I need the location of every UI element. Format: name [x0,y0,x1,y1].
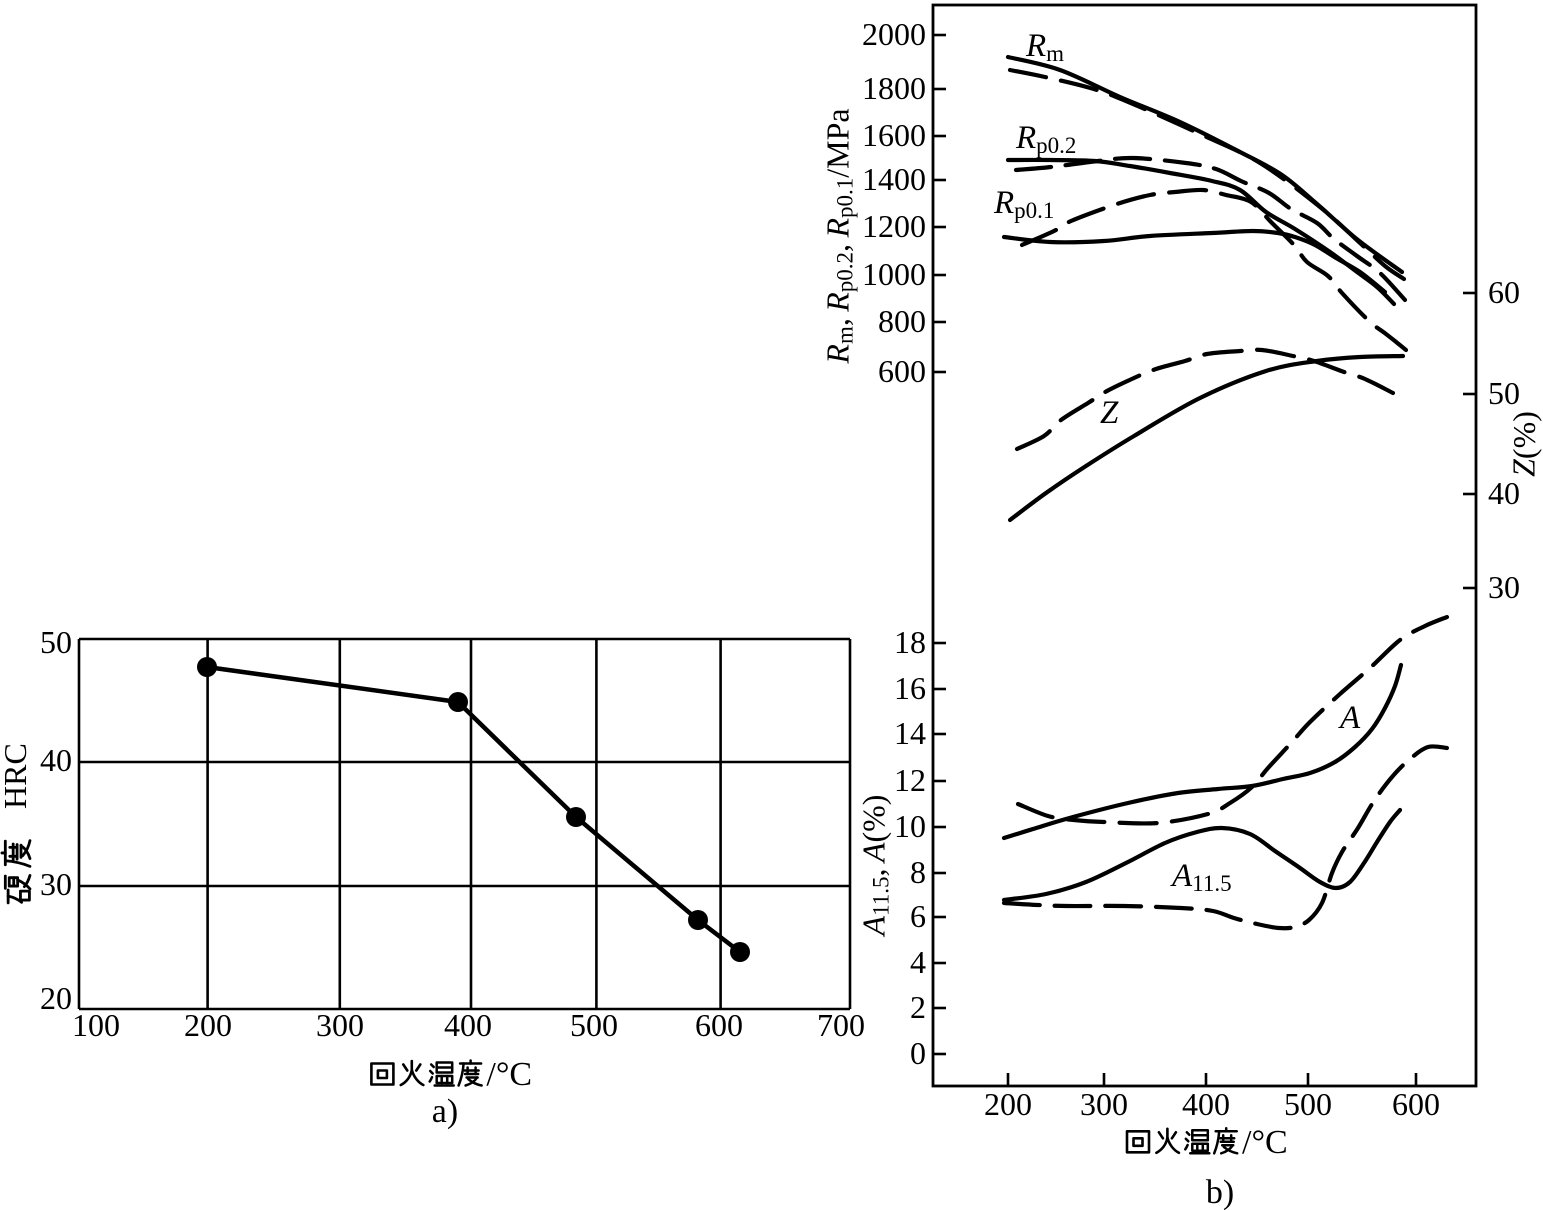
svg-text:12: 12 [894,762,926,798]
svg-text:6: 6 [910,898,926,934]
svg-text:700: 700 [817,1007,865,1043]
svg-text:40: 40 [40,742,72,778]
svg-text:b): b) [1206,1174,1234,1210]
svg-text:0: 0 [910,1035,926,1071]
svg-text:a): a) [432,1093,458,1130]
svg-text:20: 20 [40,980,72,1016]
svg-text:50: 50 [40,624,72,660]
svg-text:1200: 1200 [862,208,926,244]
svg-text:400: 400 [1182,1086,1230,1122]
svg-text:2: 2 [910,989,926,1025]
svg-text:60: 60 [1488,274,1520,310]
svg-text:40: 40 [1488,475,1520,511]
svg-text:Z: Z [1100,395,1119,431]
svg-text:18: 18 [894,624,926,660]
svg-text:/°C: /°C [486,1056,532,1093]
svg-text:600: 600 [1392,1086,1440,1122]
svg-text:Z(%): Z(%) [1506,411,1542,477]
svg-text:/°C: /°C [1242,1124,1288,1161]
svg-text:300: 300 [316,1007,364,1043]
svg-text:200: 200 [184,1007,232,1043]
svg-text:400: 400 [444,1007,492,1043]
svg-text:1000: 1000 [862,256,926,292]
svg-text:500: 500 [570,1007,618,1043]
svg-text:50: 50 [1488,375,1520,411]
svg-text:1600: 1600 [862,117,926,153]
svg-text:14: 14 [894,715,926,751]
svg-text:30: 30 [1488,569,1520,605]
svg-text:200: 200 [984,1086,1032,1122]
svg-text:4: 4 [910,944,926,980]
svg-text:Rm, Rp0.2, Rp0.1/MPa: Rm, Rp0.2, Rp0.1/MPa [820,108,858,364]
svg-text:30: 30 [40,866,72,902]
svg-text:600: 600 [695,1007,743,1043]
svg-text:HRC: HRC [0,743,33,809]
svg-text:500: 500 [1284,1086,1332,1122]
svg-text:800: 800 [878,303,926,339]
svg-text:A11.5, A(%): A11.5, A(%) [856,795,894,938]
svg-text:8: 8 [910,854,926,890]
svg-text:16: 16 [894,670,926,706]
svg-text:100: 100 [72,1007,120,1043]
svg-text:600: 600 [878,353,926,389]
svg-text:300: 300 [1080,1086,1128,1122]
svg-text:1800: 1800 [862,70,926,106]
svg-text:A: A [1338,700,1361,736]
svg-text:2000: 2000 [862,16,926,52]
svg-text:1400: 1400 [862,161,926,197]
svg-text:10: 10 [894,808,926,844]
